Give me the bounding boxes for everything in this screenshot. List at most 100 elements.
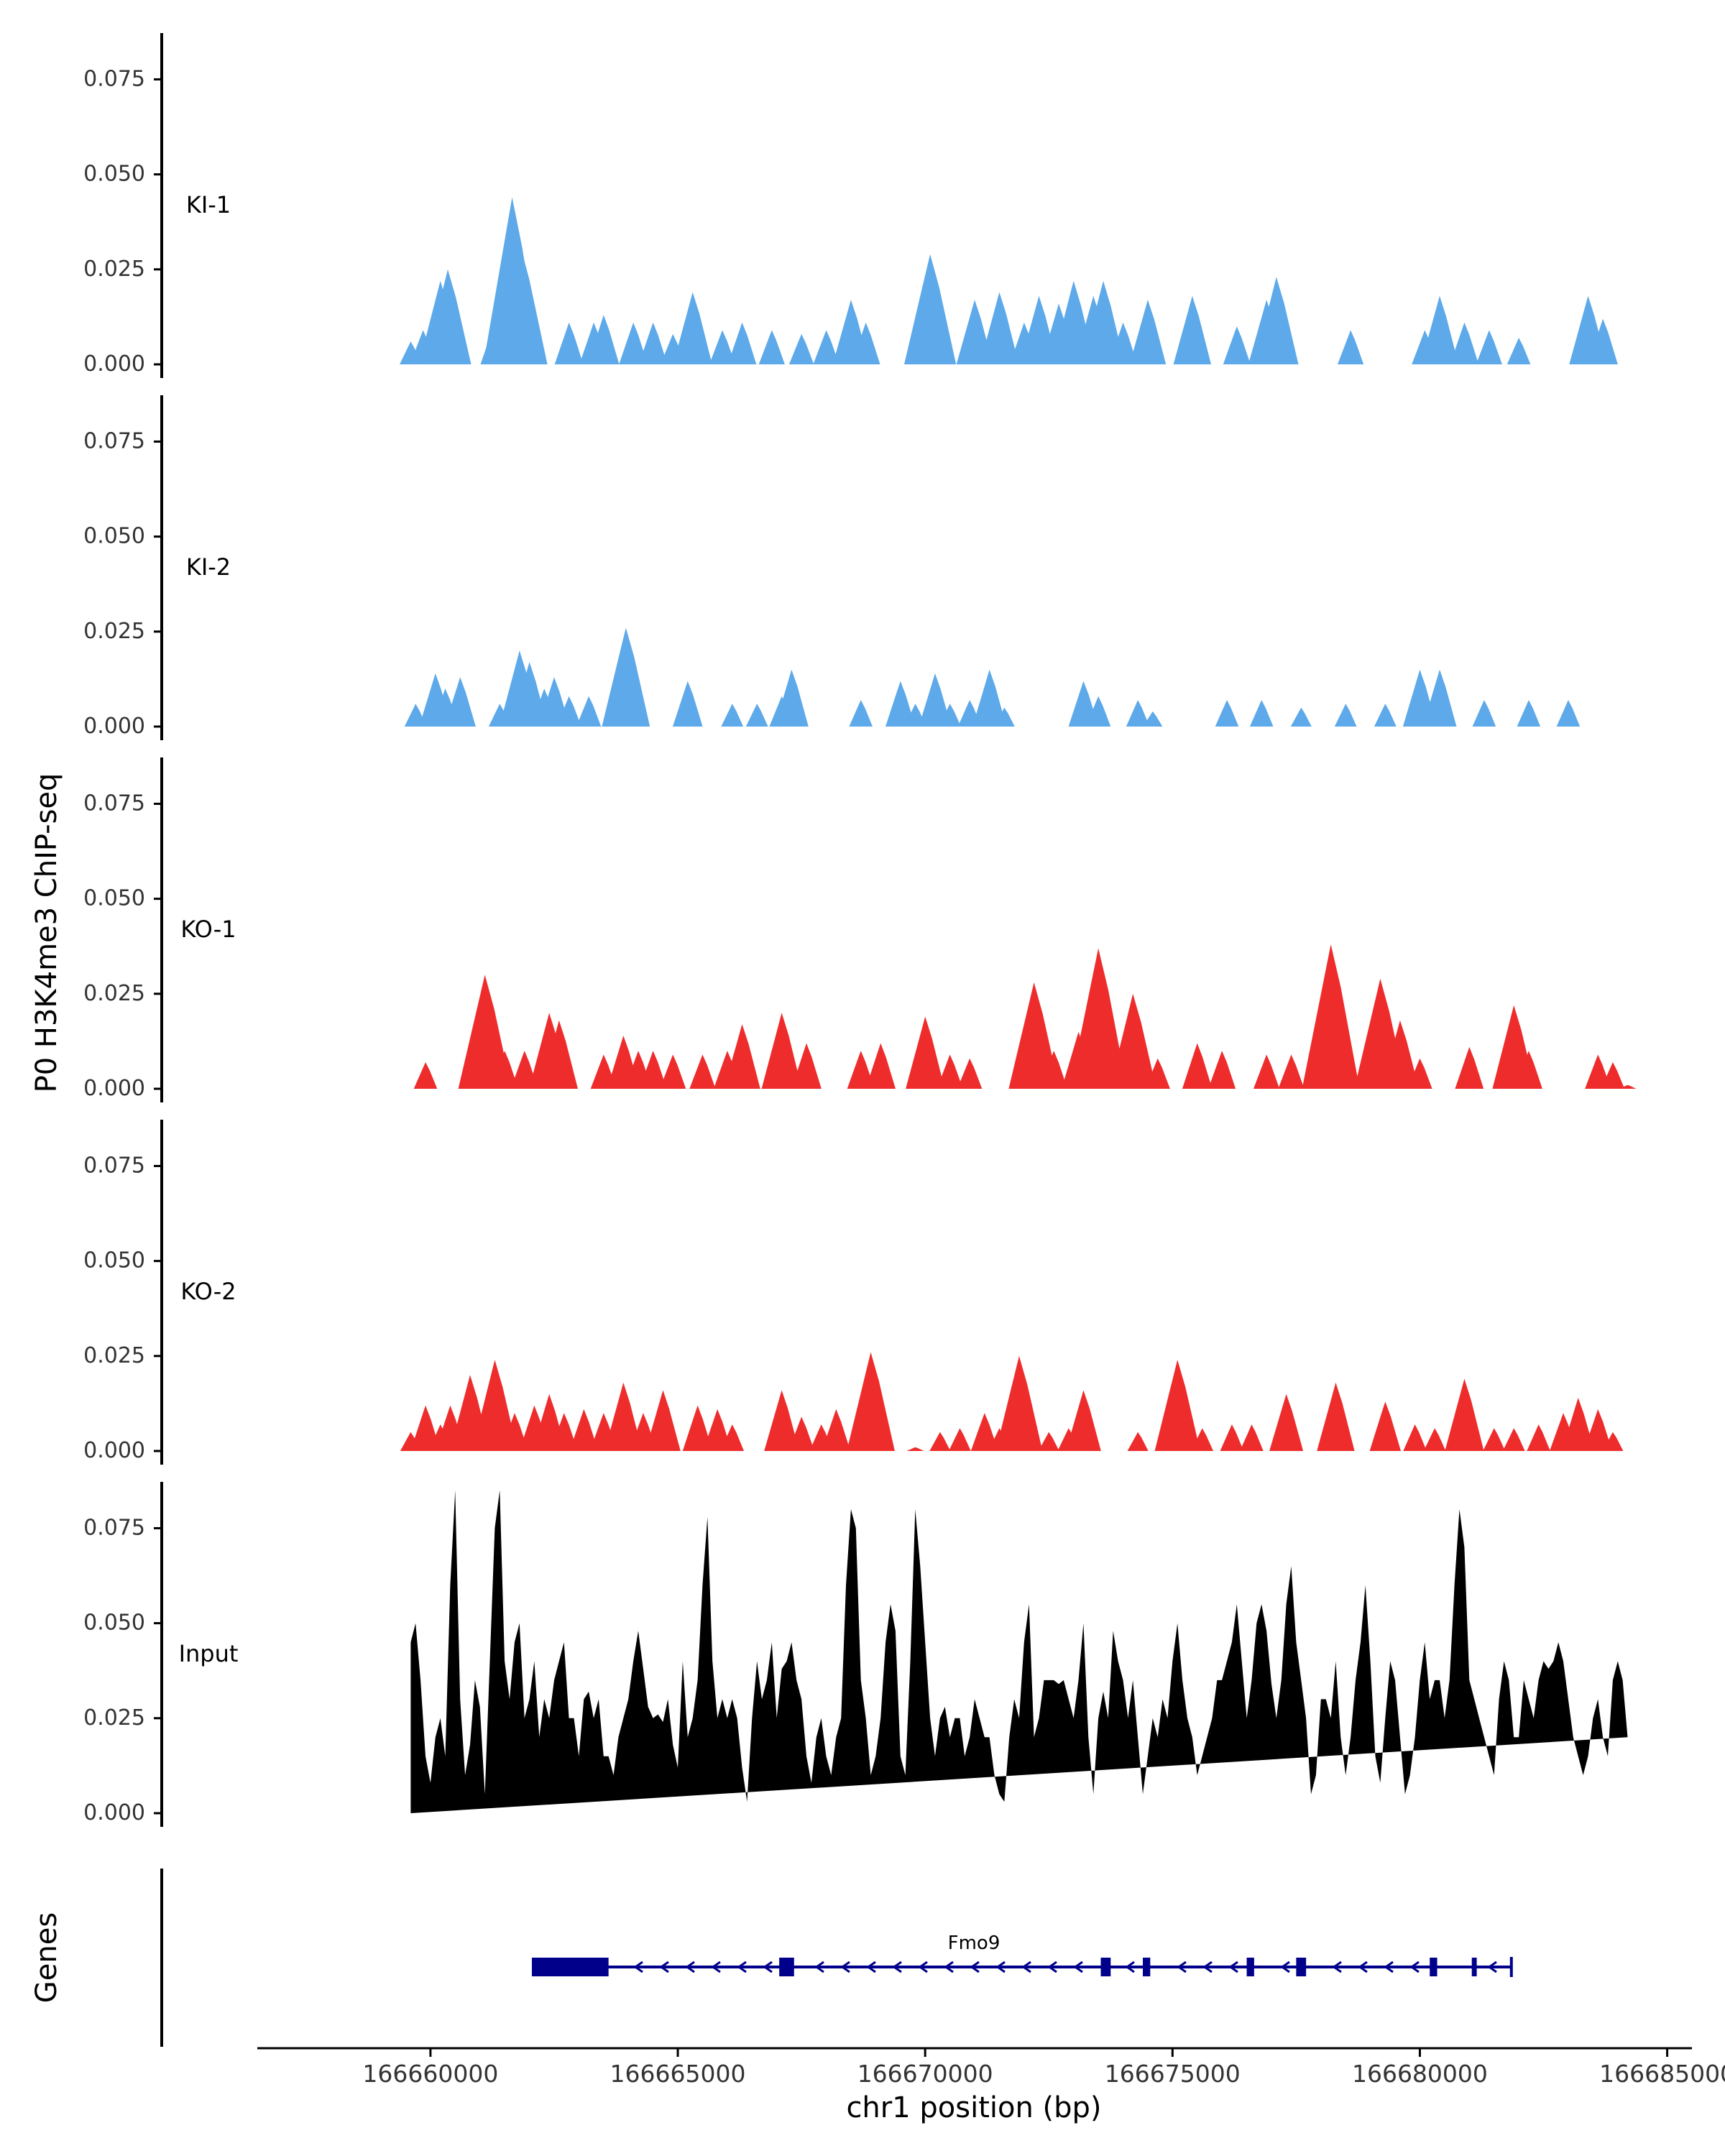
- peak: [1008, 982, 1059, 1089]
- x-tick-label: 166675000: [1105, 2060, 1241, 2088]
- peak: [721, 704, 744, 727]
- peak: [1129, 300, 1167, 364]
- y-tick-label: 0.000: [83, 1076, 145, 1101]
- peak: [619, 322, 648, 364]
- peak: [1420, 295, 1459, 364]
- peak: [1506, 338, 1531, 364]
- peak: [569, 1409, 599, 1451]
- y-tick-label: 0.000: [83, 714, 145, 739]
- peak: [906, 1447, 924, 1451]
- peak: [576, 696, 602, 727]
- y-tick-label: 0.075: [83, 1515, 145, 1540]
- peak: [1602, 1432, 1624, 1451]
- strand-arrow: [633, 1961, 643, 1973]
- peak: [1601, 1062, 1625, 1089]
- peak: [761, 1013, 802, 1089]
- peak: [492, 242, 548, 364]
- peak: [847, 1051, 875, 1089]
- peak: [1145, 1058, 1170, 1089]
- y-tick-label: 0.025: [83, 619, 145, 644]
- peak: [1108, 322, 1138, 364]
- y-tick-label: 0.050: [83, 1611, 145, 1636]
- peak: [1334, 704, 1357, 727]
- peak: [1240, 1424, 1264, 1451]
- gene-exon: [531, 1958, 609, 1976]
- peak: [472, 1360, 518, 1451]
- peak: [1483, 1428, 1506, 1451]
- peak: [1223, 326, 1251, 364]
- peak: [709, 330, 736, 364]
- peak: [1317, 1382, 1355, 1451]
- peak: [1502, 1428, 1525, 1451]
- peak: [1038, 1432, 1059, 1451]
- peak: [957, 1058, 983, 1089]
- peak: [774, 669, 809, 727]
- peak: [1254, 277, 1299, 364]
- peak: [1407, 1058, 1432, 1089]
- track-label: KO-2: [180, 1278, 236, 1305]
- strand-arrow: [1202, 1961, 1213, 1973]
- strand-arrow: [737, 1961, 747, 1973]
- gene-exon: [779, 1958, 794, 1976]
- peak: [1126, 700, 1150, 727]
- strand-arrow: [1487, 1961, 1497, 1973]
- peak: [550, 1413, 578, 1451]
- x-axis: 166660000 166665000 166670000 166675000 1666…: [257, 2047, 1725, 2124]
- track-label: KI-1: [186, 191, 231, 218]
- peak: [758, 330, 785, 364]
- peak: [410, 1405, 441, 1451]
- peak: [995, 1355, 1043, 1451]
- y-tick-label: 0.050: [83, 886, 145, 911]
- peak: [1066, 1390, 1101, 1451]
- gene-exon: [1430, 1958, 1438, 1976]
- track-ko-2: 0.000 0.025 0.050 0.075 KO-2: [83, 1120, 1624, 1465]
- peak: [491, 1051, 519, 1089]
- peak: [1588, 318, 1618, 364]
- strand-arrow: [1228, 1961, 1238, 1973]
- peak: [980, 292, 1019, 364]
- gene-exon: [1296, 1958, 1307, 1976]
- peak: [886, 681, 916, 727]
- peak: [1070, 948, 1128, 1089]
- peak: [813, 330, 840, 364]
- track-ki-1: 0.000 0.025 0.050 0.075 KI-1: [83, 33, 1618, 378]
- strand-arrow: [685, 1961, 695, 1973]
- peak: [1556, 700, 1581, 727]
- peak: [1182, 1043, 1213, 1089]
- coverage-tracks: 0.0000.0250.0500.075KI-10.0000.0250.0500…: [83, 33, 1637, 1827]
- gene-exon: [1246, 1958, 1254, 1976]
- peak: [500, 1413, 528, 1451]
- peak: [791, 1043, 822, 1089]
- y-tick-label: 0.000: [83, 351, 145, 377]
- y-tick-label: 0.075: [83, 428, 145, 453]
- input-coverage-area: [410, 1490, 1628, 1813]
- peak: [458, 975, 512, 1089]
- x-axis-ticks: 166660000 166665000 166670000 166675000 1666…: [362, 2048, 1725, 2088]
- peak: [1423, 1428, 1446, 1451]
- peak: [1127, 1432, 1149, 1451]
- gene-model: [531, 1957, 1513, 1977]
- peak: [588, 315, 620, 364]
- peak: [970, 1413, 998, 1451]
- peak: [1450, 322, 1479, 364]
- strand-arrow: [763, 1961, 773, 1973]
- peak: [727, 322, 757, 364]
- gene-exon: [1471, 1958, 1477, 1976]
- y-tick-label: 0.025: [83, 1343, 145, 1368]
- peak: [822, 1409, 851, 1451]
- strand-arrow: [1280, 1961, 1290, 1973]
- track-label: KI-2: [186, 553, 231, 581]
- peak: [1143, 711, 1163, 727]
- peak: [1215, 700, 1239, 727]
- strand-arrow: [1332, 1961, 1342, 1973]
- peak: [1422, 669, 1457, 727]
- peak: [865, 1043, 896, 1089]
- y-tick-label: 0.075: [83, 66, 145, 91]
- peak: [1290, 707, 1312, 727]
- strand-arrow: [892, 1961, 902, 1973]
- peak: [1173, 295, 1211, 364]
- genes-panel-label: Genes: [30, 1912, 63, 2003]
- peak: [1278, 1054, 1305, 1089]
- peak: [1040, 1051, 1068, 1089]
- x-tick-label: 166680000: [1352, 2060, 1488, 2088]
